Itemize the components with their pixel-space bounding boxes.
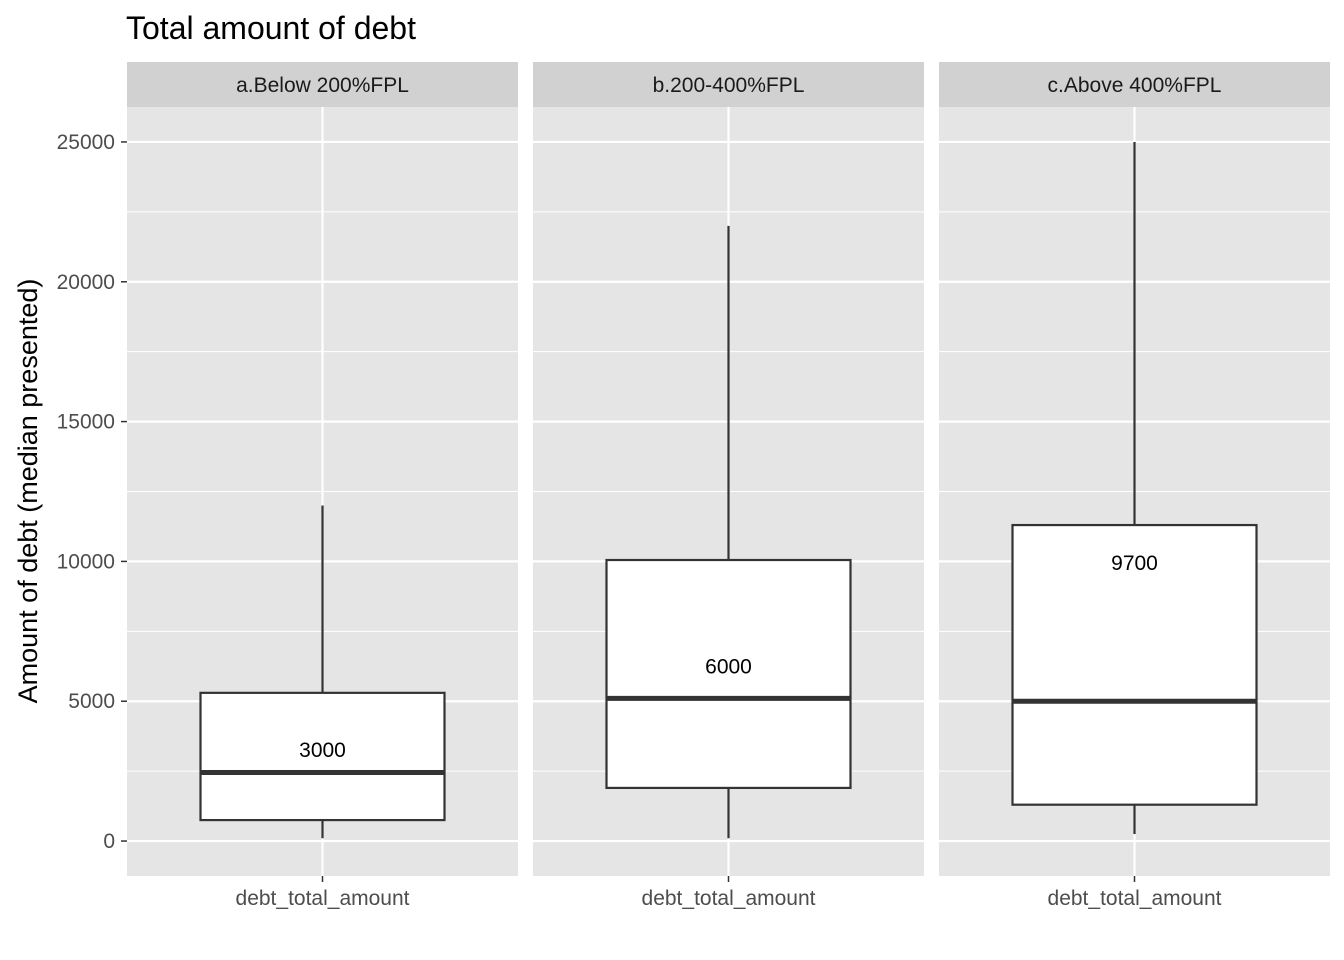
- facet-panel: a.Below 200%FPL 3000 debt_total_amount: [127, 62, 518, 910]
- y-tick-label: 5000: [68, 690, 115, 713]
- y-tick-label: 10000: [57, 550, 115, 573]
- chart-title: Total amount of debt: [126, 10, 416, 46]
- facet-panels: a.Below 200%FPL3000debt_total_amountb.20…: [127, 62, 1330, 910]
- y-tick-label: 20000: [57, 271, 115, 294]
- x-tick-label: debt_total_amount: [1048, 887, 1222, 910]
- y-tick-label: 15000: [57, 411, 115, 434]
- facet-strip: [127, 62, 518, 107]
- y-axis-title: Amount of debt (median presented): [13, 279, 43, 704]
- box: [1011, 523, 1258, 806]
- y-axis: 0 5000 10000 15000 20000 25000: [57, 131, 127, 853]
- facet-strip-label: b.200-400%FPL: [653, 74, 805, 97]
- box: [199, 691, 446, 822]
- median-data-label: 9700: [1111, 552, 1158, 575]
- median-data-label: 6000: [705, 655, 752, 678]
- facet-strip: [533, 62, 924, 107]
- x-tick-label: debt_total_amount: [236, 887, 410, 910]
- facet-strip-label: c.Above 400%FPL: [1048, 74, 1222, 97]
- facet-panel: c.Above 400%FPL 9700 debt_total_amount: [939, 62, 1330, 910]
- facet-panel: b.200-400%FPL 6000 debt_total_amount: [533, 62, 924, 910]
- facet-strip-label: a.Below 200%FPL: [236, 74, 409, 97]
- y-tick-label: 0: [103, 830, 115, 853]
- median-data-label: 3000: [299, 739, 346, 762]
- x-tick-label: debt_total_amount: [642, 887, 816, 910]
- facet-strip: [939, 62, 1330, 107]
- y-tick-label: 25000: [57, 131, 115, 154]
- box: [605, 558, 852, 790]
